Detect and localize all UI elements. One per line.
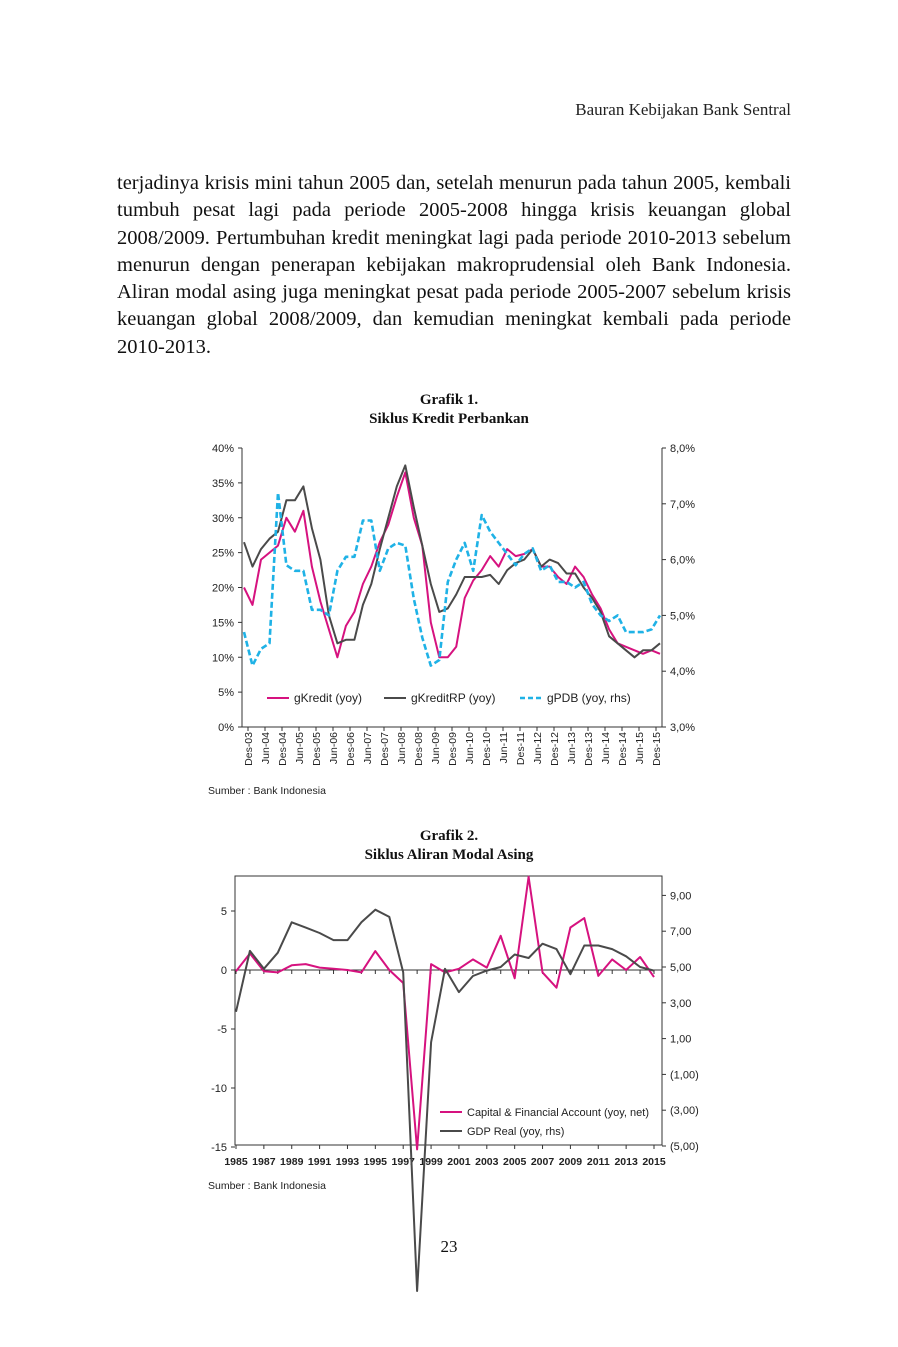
- series-line-1: [243, 471, 661, 659]
- y-left-tick-label: 5%: [218, 687, 234, 699]
- x-tick-label: Des-04: [277, 732, 289, 766]
- x-tick-label: Jun-10: [464, 732, 476, 764]
- x-tick-label: Des-08: [413, 732, 425, 766]
- y-left-tick-label: -15: [211, 1142, 227, 1154]
- x-tick-label: Des-11: [515, 732, 527, 765]
- x-tick-label: Jun-15: [634, 732, 646, 764]
- y-right-tick-label: 1,00: [670, 1034, 691, 1046]
- x-tick-label: Jun-14: [600, 732, 612, 764]
- y-left-tick-label: 30%: [212, 513, 234, 525]
- page-number: 23: [440, 1237, 458, 1256]
- x-tick-label: Des-05: [311, 732, 323, 766]
- x-tick-label: 1997: [392, 1156, 416, 1168]
- x-tick-label: Des-09: [447, 732, 459, 766]
- y-right-tick-label: 7,00: [670, 926, 691, 938]
- x-tick-label: Des-06: [345, 732, 357, 766]
- legend-label-3: gPDB (yoy, rhs): [547, 691, 631, 705]
- x-tick-label: Des-10: [481, 732, 493, 766]
- x-tick-label: Jun-08: [396, 732, 408, 764]
- series-line-2: [235, 908, 655, 1292]
- x-tick-label: Jun-06: [328, 732, 340, 764]
- legend-label-1: Capital & Financial Account (yoy, net): [467, 1107, 649, 1119]
- y-right-tick-label: (5,00): [670, 1141, 699, 1153]
- y-right-tick-label: (3,00): [670, 1105, 699, 1117]
- x-tick-label: 2007: [531, 1156, 555, 1168]
- y-left-tick-label: 15%: [212, 617, 234, 629]
- y-left-tick-label: 20%: [212, 583, 234, 595]
- y-left-tick-label: -10: [211, 1083, 227, 1095]
- legend-label-2: gKreditRP (yoy): [411, 691, 495, 705]
- x-tick-label: 1987: [252, 1156, 276, 1168]
- y-left-tick-label: 0%: [218, 722, 234, 734]
- x-tick-label: 1991: [308, 1156, 332, 1168]
- x-tick-label: Des-13: [583, 732, 595, 766]
- x-tick-label: Jun-12: [532, 732, 544, 764]
- figure2-source: Sumber : Bank Indonesia: [208, 1180, 326, 1192]
- y-right-tick-label: 9,00: [670, 890, 691, 902]
- y-right-tick-label: 3,00: [670, 998, 691, 1010]
- y-right-tick-label: 8,0%: [670, 443, 695, 455]
- x-tick-label: 1989: [280, 1156, 304, 1168]
- y-right-tick-label: (1,00): [670, 1069, 699, 1081]
- x-tick-label: Jun-05: [294, 732, 306, 764]
- series-line-2: [243, 464, 661, 659]
- legend-label-2: GDP Real (yoy, rhs): [467, 1126, 564, 1138]
- x-tick-label: Des-07: [379, 732, 391, 766]
- y-right-tick-label: 5,0%: [670, 610, 695, 622]
- y-left-tick-label: 25%: [212, 548, 234, 560]
- y-right-tick-label: 5,00: [670, 962, 691, 974]
- figure2-label: Grafik 2.: [419, 828, 479, 844]
- x-tick-label: 2003: [475, 1156, 499, 1168]
- y-right-tick-label: 3,0%: [670, 722, 695, 734]
- x-tick-label: Jun-07: [362, 732, 374, 764]
- figure2-caption: Siklus Aliran Modal Asing: [364, 847, 534, 863]
- figure1-source: Sumber : Bank Indonesia: [208, 785, 326, 797]
- x-tick-label: 1985: [224, 1156, 248, 1168]
- x-tick-label: 2013: [614, 1156, 638, 1168]
- plot-frame: [234, 875, 663, 1146]
- x-tick-label: Jun-13: [566, 732, 578, 764]
- y-left-tick-label: -5: [217, 1024, 227, 1036]
- x-tick-label: Des-12: [549, 732, 561, 766]
- x-tick-label: 2005: [503, 1156, 527, 1168]
- y-right-tick-label: 7,0%: [670, 499, 695, 511]
- x-tick-label: 2001: [447, 1156, 471, 1168]
- y-left-tick-label: 10%: [212, 652, 234, 664]
- y-right-tick-label: 6,0%: [670, 555, 695, 567]
- y-left-tick-label: 35%: [212, 478, 234, 490]
- y-left-tick-label: 40%: [212, 443, 234, 455]
- y-right-tick-label: 4,0%: [670, 666, 695, 678]
- running-head: Bauran Kebijakan Bank Sentral: [575, 100, 791, 119]
- x-tick-label: 2009: [559, 1156, 583, 1168]
- x-tick-label: 2015: [642, 1156, 666, 1168]
- x-tick-label: Jun-09: [430, 732, 442, 764]
- figure1-caption: Siklus Kredit Perbankan: [369, 411, 529, 427]
- x-tick-label: Jun-11: [498, 732, 510, 763]
- x-tick-label: Jun-04: [260, 732, 272, 764]
- x-tick-label: 1995: [364, 1156, 388, 1168]
- series-line-3: [242, 491, 662, 667]
- x-tick-label: Des-15: [651, 732, 663, 766]
- x-tick-label: Des-14: [617, 732, 629, 766]
- figure1-label: Grafik 1.: [419, 392, 479, 408]
- x-tick-label: 1993: [336, 1156, 360, 1168]
- legend-label-1: gKredit (yoy): [294, 691, 362, 705]
- x-tick-label: Des-03: [243, 732, 255, 766]
- x-tick-label: 2011: [587, 1156, 610, 1168]
- body-paragraph: terjadinya krisis mini tahun 2005 dan, s…: [117, 172, 791, 358]
- x-tick-label: 1999: [419, 1156, 443, 1168]
- y-left-tick-label: 0: [221, 965, 227, 977]
- y-left-tick-label: 5: [221, 906, 227, 918]
